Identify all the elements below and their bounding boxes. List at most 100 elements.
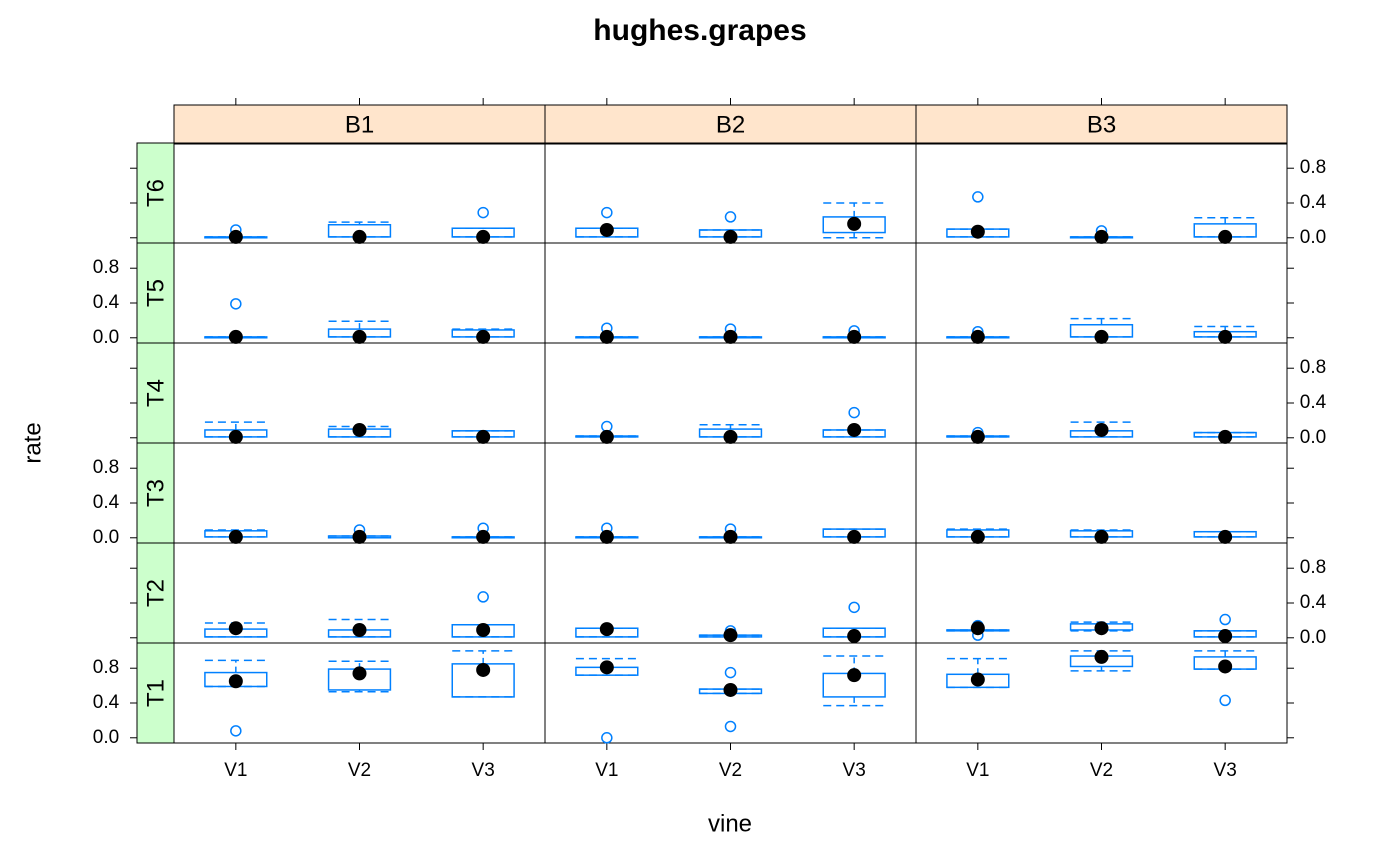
median <box>970 329 985 344</box>
row-strip-label: T1 <box>142 679 169 707</box>
median <box>352 229 367 244</box>
y-tick-label: 0.8 <box>93 657 119 678</box>
row-strip-label: T2 <box>142 579 169 607</box>
median <box>723 329 738 344</box>
x-tick-label: V1 <box>224 760 247 781</box>
median <box>1094 529 1109 544</box>
outlier <box>601 206 613 219</box>
panel <box>173 642 546 744</box>
median <box>228 529 243 544</box>
median <box>352 666 367 681</box>
x-tick-label: V2 <box>719 760 742 781</box>
median <box>228 429 243 444</box>
median <box>599 329 614 344</box>
median <box>847 629 862 644</box>
median <box>476 662 491 677</box>
median <box>599 660 614 675</box>
column-strip <box>544 104 917 145</box>
median <box>599 429 614 444</box>
outlier <box>724 666 737 679</box>
row-strip <box>136 242 175 344</box>
y-tick-label: 0.8 <box>93 257 119 278</box>
outlier <box>1219 613 1231 626</box>
outlier <box>724 720 737 733</box>
column-strip-label: B1 <box>345 111 374 138</box>
median <box>723 628 738 643</box>
median <box>970 429 985 444</box>
median <box>970 529 985 544</box>
row-strip <box>136 442 175 544</box>
median <box>599 622 614 637</box>
x-tick-label: V2 <box>1090 760 1113 781</box>
x-axis-label: vine <box>708 810 752 837</box>
outlier <box>1219 694 1231 707</box>
median <box>1094 229 1109 244</box>
median <box>476 329 491 344</box>
row-strip-label: T4 <box>142 379 169 407</box>
panel <box>544 242 917 344</box>
y-tick-label: 0.0 <box>1300 627 1326 648</box>
y-tick-label: 0.0 <box>93 527 119 548</box>
outlier <box>848 601 860 614</box>
y-tick-label: 0.0 <box>93 727 119 748</box>
median <box>476 429 491 444</box>
x-tick-label: V1 <box>966 760 989 781</box>
median <box>847 422 862 437</box>
x-tick-label: V2 <box>348 760 371 781</box>
median <box>1094 329 1109 344</box>
column-strip-label: B3 <box>1087 111 1116 138</box>
median <box>352 422 367 437</box>
outlier <box>972 191 984 203</box>
x-tick-label: V3 <box>1214 760 1237 781</box>
y-tick-label: 0.4 <box>1300 592 1327 613</box>
outlier <box>601 732 613 744</box>
median <box>1094 621 1109 636</box>
row-strip-label: T6 <box>142 179 169 207</box>
median <box>1218 229 1233 244</box>
y-tick-label: 0.4 <box>1300 392 1327 413</box>
median <box>228 329 243 344</box>
outlier <box>477 206 489 219</box>
median <box>970 621 985 636</box>
median <box>723 682 738 697</box>
median <box>352 329 367 344</box>
median <box>228 229 243 244</box>
median <box>1218 629 1233 644</box>
y-axis-label: rate <box>19 422 46 463</box>
y-tick-label: 0.0 <box>1300 227 1326 248</box>
median <box>847 329 862 344</box>
median <box>1094 422 1109 437</box>
median <box>847 529 862 544</box>
row-strip-label: T5 <box>142 279 169 307</box>
x-tick-label: V1 <box>595 760 618 781</box>
outlier <box>230 725 242 737</box>
outlier <box>230 298 242 310</box>
median <box>1218 659 1233 674</box>
panel <box>173 442 546 544</box>
y-tick-label: 0.4 <box>1300 192 1327 213</box>
panel <box>915 142 1288 244</box>
median <box>847 216 862 231</box>
panel <box>915 442 1288 544</box>
median <box>476 622 491 637</box>
median <box>1218 329 1233 344</box>
median <box>228 674 243 689</box>
median <box>847 668 862 683</box>
median <box>1218 529 1233 544</box>
median <box>599 222 614 237</box>
column-strip <box>173 104 546 145</box>
median <box>352 529 367 544</box>
panel <box>544 442 917 544</box>
median <box>723 529 738 544</box>
y-tick-label: 0.8 <box>1300 357 1326 378</box>
y-tick-label: 0.0 <box>93 327 119 348</box>
row-strip-label: T3 <box>142 479 169 507</box>
outlier <box>848 406 860 419</box>
column-strip-label: B2 <box>716 111 745 138</box>
median <box>599 529 614 544</box>
median <box>723 429 738 444</box>
outlier <box>724 211 737 223</box>
median <box>228 621 243 636</box>
chart-title: hughes.grapes <box>593 14 806 47</box>
